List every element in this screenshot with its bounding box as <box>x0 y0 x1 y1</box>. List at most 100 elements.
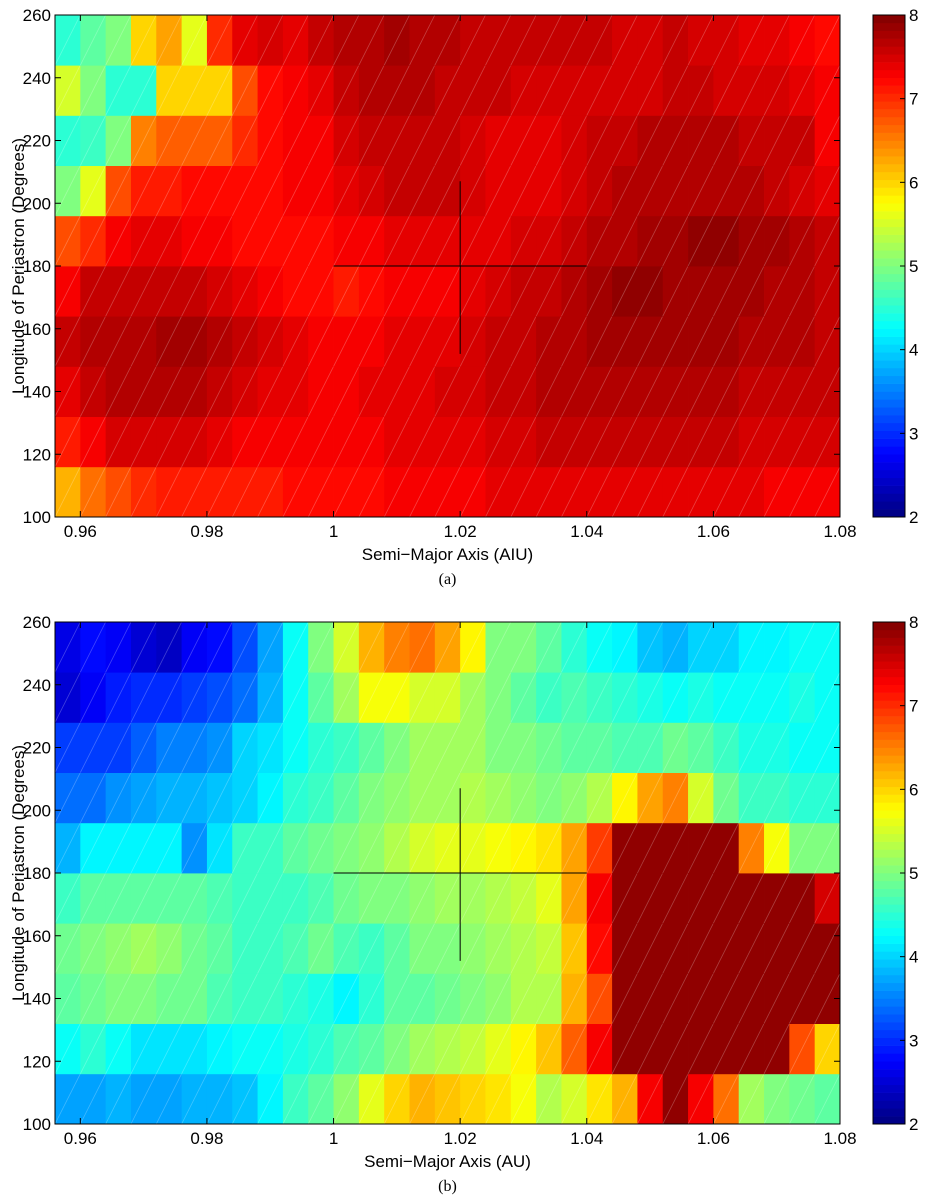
heat-cell <box>713 65 740 116</box>
cell-hatch <box>54 772 81 823</box>
cell-hatch <box>687 115 714 166</box>
cell-hatch <box>561 14 588 66</box>
cell-hatch <box>79 65 107 116</box>
heat-cell <box>384 722 410 773</box>
colorbar-step <box>873 716 905 725</box>
heat-cell <box>764 622 790 673</box>
cell-hatch <box>662 366 689 417</box>
cell-hatch <box>611 672 638 723</box>
cell-hatch <box>561 672 588 723</box>
heat-cell <box>738 366 765 417</box>
cell-hatch <box>181 416 208 467</box>
colorbar-tick-label: 7 <box>909 90 918 109</box>
heat-cell <box>308 65 334 116</box>
cell-hatch <box>459 215 486 267</box>
cell-hatch <box>738 215 765 267</box>
cell-hatch <box>282 65 309 116</box>
cell-hatch <box>586 973 613 1024</box>
heat-cell <box>434 973 461 1024</box>
colorbar-step <box>873 739 905 748</box>
x-tick-label: 0.98 <box>190 1129 223 1148</box>
heat-cell <box>80 316 107 367</box>
heat-cell <box>130 1023 157 1075</box>
heat-cell <box>586 165 613 217</box>
heat-cell <box>434 316 461 367</box>
cell-hatch <box>713 416 740 467</box>
cell-hatch <box>434 973 461 1024</box>
cell-hatch <box>358 65 385 116</box>
cell-hatch <box>130 621 157 673</box>
heat-cell <box>637 1073 664 1125</box>
heat-cell <box>713 822 740 874</box>
cell-hatch <box>814 215 841 267</box>
heat-cell <box>181 973 208 1024</box>
cell-hatch <box>485 466 512 518</box>
heat-cell <box>308 316 334 367</box>
cell-hatch <box>814 165 841 216</box>
cell-hatch <box>307 621 334 673</box>
heat-cell <box>206 416 233 468</box>
heat-cell <box>612 722 638 773</box>
heat-cell <box>130 316 157 367</box>
heat-cell <box>409 416 436 468</box>
cell-hatch <box>54 165 81 216</box>
heat-cell <box>105 165 132 217</box>
cell-hatch <box>282 416 309 467</box>
cell-hatch <box>79 973 107 1024</box>
heat-cell <box>485 672 512 723</box>
cell-hatch <box>257 115 284 166</box>
cell-hatch <box>713 672 740 723</box>
colorbar-step <box>873 998 905 1007</box>
heat-cell <box>561 672 588 723</box>
heat-cell <box>738 822 765 874</box>
heat-cell <box>181 15 208 66</box>
heat-cell <box>156 115 183 166</box>
heat-cell <box>206 722 233 773</box>
y-tick-label: 260 <box>23 613 51 632</box>
cell-hatch <box>586 115 613 166</box>
heat-cell <box>637 65 664 116</box>
heat-cell <box>713 466 740 518</box>
heat-cell <box>510 622 537 673</box>
heat-cell <box>384 923 410 974</box>
heat-cell <box>688 873 714 924</box>
y-tick-label: 100 <box>23 508 51 527</box>
heat-cell <box>536 1023 562 1075</box>
cell-hatch <box>738 466 765 518</box>
cell-hatch <box>763 165 790 216</box>
cell-hatch <box>54 366 81 417</box>
cell-hatch <box>181 366 208 417</box>
heat-cell <box>485 923 512 974</box>
x-tick-label: 0.96 <box>64 522 97 541</box>
cell-hatch <box>105 672 132 723</box>
heat-cell <box>257 366 284 417</box>
cell-hatch <box>155 165 182 216</box>
cell-hatch <box>586 366 613 417</box>
cell-hatch <box>333 923 360 974</box>
heat-cell <box>789 1073 816 1125</box>
cell-hatch <box>206 165 233 216</box>
y-tick-label: 140 <box>23 990 51 1009</box>
heat-cell <box>460 672 486 723</box>
heat-cell <box>130 215 157 267</box>
heat-cell <box>257 873 284 924</box>
heat-cell <box>358 366 385 417</box>
cell-hatch <box>814 1023 841 1074</box>
cell-hatch <box>814 416 841 467</box>
cell-hatch <box>814 722 841 773</box>
cell-hatch <box>561 772 588 823</box>
heat-cell <box>789 215 816 267</box>
heat-cell <box>561 316 588 367</box>
heat-cell <box>789 165 816 217</box>
colorbar-step <box>873 124 905 133</box>
cell-hatch <box>561 115 588 166</box>
cell-hatch <box>409 65 436 116</box>
cell-hatch <box>586 316 613 367</box>
cell-hatch <box>130 872 157 924</box>
heat-cell <box>586 366 613 417</box>
colorbar-step <box>873 383 905 392</box>
cell-hatch <box>713 215 740 267</box>
heat-cell <box>232 165 258 217</box>
heat-cell <box>130 115 157 166</box>
cell-hatch <box>586 672 613 723</box>
